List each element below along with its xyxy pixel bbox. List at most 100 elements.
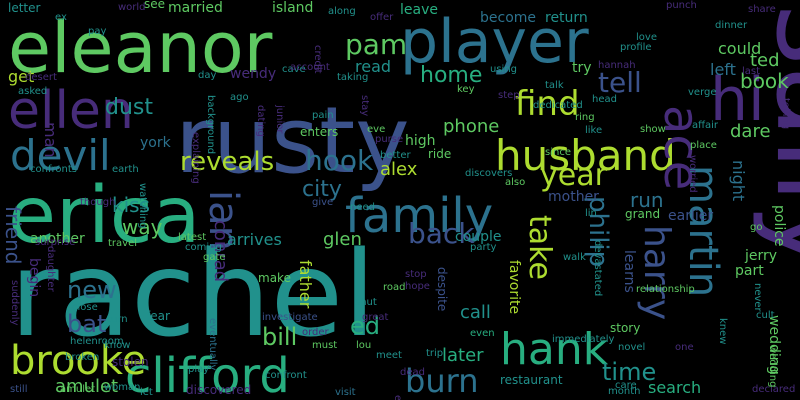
word-trip: trip [426,348,443,359]
word-though: though [80,197,115,208]
word-favorite: favorite [506,260,522,314]
word-night: night [729,160,748,201]
word-talk: talk [545,80,564,91]
word-know: know [104,340,130,351]
word-punch: punch [666,0,697,11]
word-share: share [748,4,776,15]
word-man: man [41,122,60,158]
word-dedicated: dedicated [533,100,583,111]
word-year: year [540,158,608,193]
word-love: love [636,32,657,43]
word-asked: asked [18,86,47,97]
word-stop: stop [405,269,427,280]
word-telling: telling [780,98,791,129]
word-burn: burn [405,362,478,400]
word-restaurant: restaurant [500,373,563,387]
word-run: run [630,188,664,212]
word-kiss: kiss [112,193,150,217]
word-woman: woman [104,382,141,393]
word-despite: despite [435,267,449,311]
word-rachel: rachel [10,225,376,363]
word-even: even [470,328,495,339]
word-one: one [675,342,694,353]
word-hook: hook [305,144,374,177]
word-later: later [442,345,484,366]
word-road: road [383,282,406,293]
word-explaining: explaining [190,132,201,184]
word-time: time [602,358,656,386]
word-lou: lou [356,340,371,351]
word-amulet: amulet [60,384,95,395]
word-investigate: investigate [262,312,318,323]
word-another: another [30,231,85,247]
word-wendy: wendy [230,66,276,82]
word-discovers: discovers [465,168,512,179]
word-married: married [168,0,223,16]
word-discovered: discovered [186,383,251,397]
word-ellen: ellen [8,81,134,141]
word-novel: novel [618,342,645,353]
word-hank: hank [500,324,609,375]
word-jerry: jerry [744,248,777,264]
word-book: book [740,69,789,93]
word-key: key [457,84,475,95]
word-friend: friend [1,206,25,265]
word-gate: gate [203,252,226,263]
word-lin: lin [585,208,597,219]
word-glen: glen [323,229,362,250]
word-suddenly: suddenly [9,280,20,326]
word-hi: hi [710,65,765,135]
word-earth: earth [112,164,139,175]
word-devil: devil [10,131,111,180]
word-affair: affair [692,120,719,131]
word-declared: declared [752,384,795,395]
word-couple: couple [455,229,502,245]
word-account: account [290,62,330,73]
word-pain: pain [312,110,334,121]
word-bill: bill [262,323,297,351]
word-take: take [522,215,557,280]
word-background: background [205,95,216,154]
word-search: search [648,378,701,397]
word-amulet: amulet [55,376,118,397]
word-estate: estate [392,395,403,400]
word-still: still [10,384,27,395]
word-turn: turn [107,314,128,325]
word-must: must [312,340,337,351]
word-need: need [350,202,375,213]
word-see: see [144,0,165,11]
word-return: return [545,10,588,26]
word-arrives: arrives [227,230,282,249]
word-purse: purse [375,134,403,145]
word-pay: pay [88,26,106,37]
word-phone: phone [443,116,499,137]
word-great: great [362,312,389,323]
word-ring: ring [575,112,595,123]
word-martin: martin [680,165,726,297]
word-meet: meet [376,350,402,361]
word-better: better [380,150,411,161]
word-relationship: relationship [636,284,695,295]
word-police: police [771,205,787,247]
word-city: city [302,177,342,202]
word-coming: coming [185,242,222,253]
word-way: way [122,215,163,239]
word-step: step [498,90,520,101]
word-fear: fear [146,309,170,323]
word-get: get [8,67,34,86]
word-last: last [742,66,760,77]
word-eventually: eventually [207,318,218,371]
word-stolen: stolen [112,355,149,369]
word-desert: desert [25,72,57,83]
word-conrad: conrad [210,220,231,282]
word-show: show [640,124,666,135]
word-hope: hope [405,281,430,292]
word-stay: stay [359,95,370,116]
word-earlier: earlier [668,208,713,224]
word-ace: ace [653,105,709,190]
word-hannah: hannah [598,60,636,71]
word-watching: watching [137,183,148,229]
word-dinner: dinner [715,20,748,31]
word-enters: enters [300,125,338,139]
